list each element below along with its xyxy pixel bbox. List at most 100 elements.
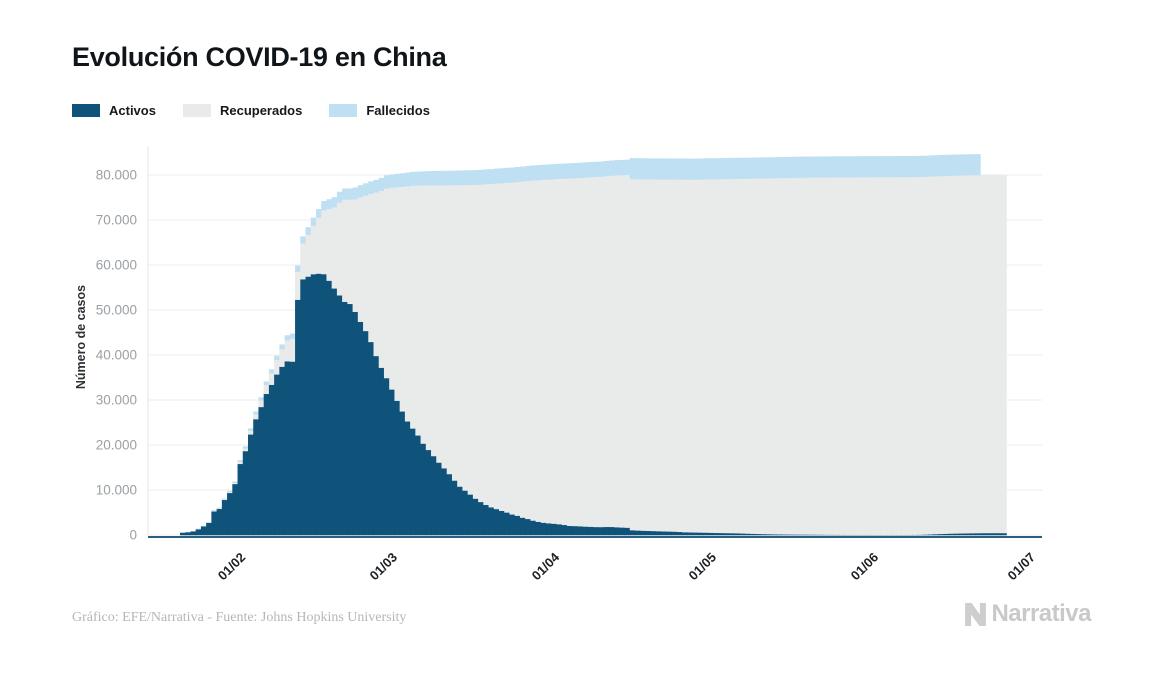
- bar-activos: [640, 530, 646, 536]
- bar-fallecidos: [546, 164, 552, 180]
- bar-recuperados: [901, 176, 908, 536]
- bar-fallecidos: [886, 156, 892, 178]
- bar-recuperados: [614, 175, 620, 528]
- logo-text: Narrativa: [991, 600, 1091, 627]
- bar-fallecidos: [739, 157, 746, 179]
- bar-fallecidos: [640, 158, 646, 180]
- bar-fallecidos: [844, 156, 850, 178]
- bar-recuperados: [828, 177, 835, 535]
- bar-fallecidos: [786, 156, 793, 179]
- bar-activos: [556, 524, 563, 536]
- bar-activos: [797, 534, 803, 536]
- bar-recuperados: [289, 338, 296, 362]
- bar-activos: [917, 534, 924, 536]
- bar-fallecidos: [692, 158, 699, 180]
- bar-fallecidos: [368, 181, 374, 194]
- bar-activos: [781, 534, 788, 536]
- bar-activos: [865, 534, 871, 536]
- bar-fallecidos: [431, 171, 437, 186]
- bar-recuperados: [964, 175, 971, 534]
- bar-activos: [420, 443, 427, 536]
- bar-activos: [551, 523, 558, 536]
- bar-recuperados: [954, 175, 960, 534]
- bar-recuperados: [587, 177, 594, 527]
- bar-activos: [363, 330, 369, 536]
- bar-recuperados: [373, 192, 380, 357]
- bar-recuperados: [875, 176, 882, 536]
- bar-fallecidos: [446, 170, 453, 186]
- bar-fallecidos: [237, 460, 244, 463]
- bar-recuperados: [582, 177, 589, 527]
- bar-fallecidos: [927, 155, 934, 177]
- bar-fallecidos: [216, 507, 223, 509]
- bar-fallecidos: [849, 156, 856, 178]
- bar-recuperados: [478, 184, 484, 503]
- chart-legend: Activos Recuperados Fallecidos: [72, 103, 430, 118]
- bar-activos: [321, 273, 327, 536]
- bar-activos: [504, 512, 510, 536]
- bar-recuperados: [315, 217, 322, 274]
- bar-activos: [906, 534, 913, 536]
- bar-fallecidos: [493, 168, 500, 184]
- bar-fallecidos: [472, 170, 479, 185]
- bar-activos: [948, 533, 955, 536]
- bar-activos: [624, 527, 631, 536]
- bar-recuperados: [572, 178, 578, 527]
- bar-activos: [488, 507, 495, 536]
- bar-recuperados: [974, 175, 981, 534]
- bar-activos: [943, 533, 950, 536]
- bar-fallecidos: [227, 490, 233, 493]
- bar-fallecidos: [572, 163, 578, 179]
- bar-fallecidos: [206, 522, 212, 523]
- bar-fallecidos: [488, 169, 495, 185]
- bar-recuperados: [980, 174, 986, 534]
- bar-recuperados: [912, 176, 918, 535]
- bar-activos: [546, 523, 552, 536]
- bar-recuperados: [504, 182, 510, 513]
- bar-activos: [729, 533, 735, 536]
- legend-item-activos: Activos: [72, 103, 156, 118]
- bar-fallecidos: [682, 158, 688, 180]
- bar-activos: [969, 533, 976, 536]
- bar-recuperados: [943, 175, 950, 534]
- bar-recuperados: [279, 348, 286, 367]
- bar-activos: [441, 468, 448, 536]
- x-tick-label: 01/07: [1005, 550, 1039, 584]
- bar-activos: [279, 366, 286, 536]
- bar-activos: [812, 534, 819, 536]
- bar-activos: [216, 508, 223, 536]
- bar-recuperados: [535, 179, 542, 522]
- bar-fallecidos: [315, 209, 322, 218]
- bar-recuperados: [268, 372, 275, 385]
- bar-fallecidos: [415, 171, 422, 186]
- bar-recuperados: [906, 176, 913, 535]
- bar-recuperados: [530, 180, 537, 521]
- bar-activos: [980, 532, 986, 536]
- bar-fallecidos: [211, 510, 218, 512]
- bar-activos: [431, 455, 437, 536]
- bar-activos: [828, 534, 835, 536]
- bar-activos: [289, 361, 296, 536]
- bar-recuperados: [540, 179, 547, 523]
- bar-fallecidos: [776, 157, 782, 179]
- bar-recuperados: [462, 184, 469, 491]
- bar-activos: [587, 526, 594, 536]
- bar-activos: [540, 522, 547, 536]
- bar-fallecidos: [718, 158, 725, 180]
- bar-fallecidos: [567, 163, 573, 179]
- bar-fallecidos: [964, 154, 971, 176]
- bar-recuperados: [378, 190, 385, 368]
- bar-fallecidos: [577, 162, 584, 179]
- bar-activos: [394, 400, 401, 536]
- bar-recuperados: [760, 178, 767, 535]
- legend-label: Activos: [109, 103, 156, 118]
- bar-recuperados: [305, 234, 312, 277]
- bar-fallecidos: [389, 174, 395, 188]
- bar-fallecidos: [608, 160, 615, 176]
- bar-fallecidos: [838, 156, 845, 178]
- bar-fallecidos: [310, 217, 317, 226]
- bar-fallecidos: [687, 158, 693, 180]
- bar-recuperados: [676, 179, 683, 533]
- bar-fallecidos: [875, 156, 882, 178]
- bar-recuperados: [420, 185, 427, 444]
